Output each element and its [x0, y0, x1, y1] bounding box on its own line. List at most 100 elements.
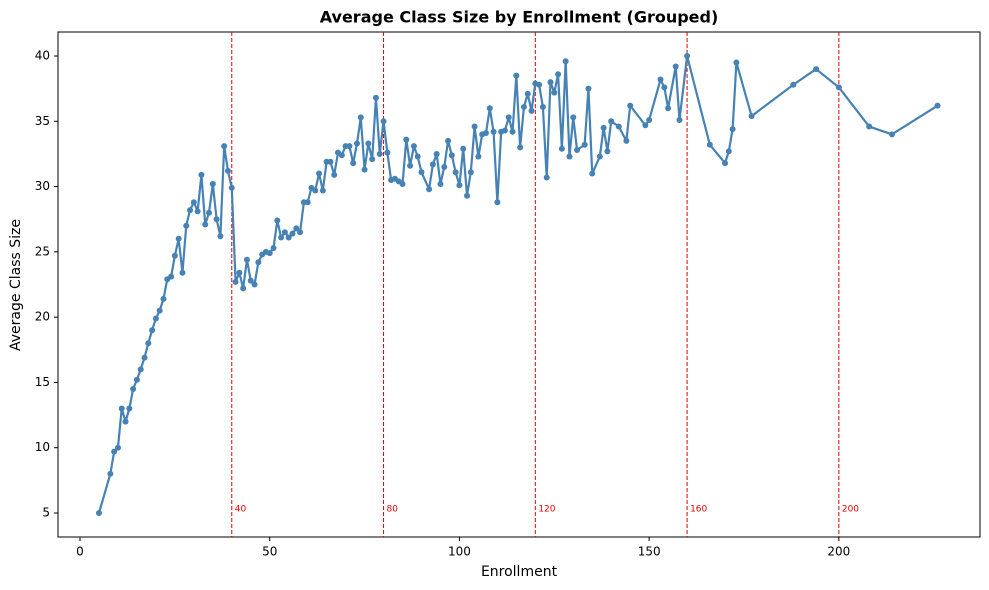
x-tick-label: 150	[638, 545, 661, 559]
data-point	[433, 150, 440, 157]
data-point	[179, 269, 186, 276]
data-point	[122, 418, 129, 425]
data-point	[160, 295, 167, 302]
data-point	[350, 160, 357, 167]
data-point	[585, 85, 592, 92]
data-point	[536, 81, 543, 88]
data-point	[471, 123, 478, 130]
data-point	[608, 118, 615, 125]
data-point	[574, 147, 581, 154]
data-point	[445, 137, 452, 144]
data-point	[228, 184, 235, 191]
data-point	[145, 340, 152, 347]
data-point	[270, 244, 277, 251]
data-point	[460, 145, 467, 152]
data-point	[835, 84, 842, 91]
data-line	[97, 54, 939, 514]
data-point	[813, 66, 820, 73]
data-point	[539, 103, 546, 110]
data-point	[403, 136, 410, 143]
x-tick-label: 0	[76, 545, 84, 559]
data-point	[437, 180, 444, 187]
data-point	[486, 105, 493, 112]
data-point	[327, 158, 334, 165]
data-point	[114, 444, 121, 451]
data-point	[168, 273, 175, 280]
data-point	[676, 116, 683, 123]
data-point	[202, 221, 209, 228]
data-point	[338, 152, 345, 159]
data-point	[888, 131, 895, 138]
data-point	[183, 222, 190, 229]
data-point	[274, 217, 281, 224]
data-point	[490, 128, 497, 135]
data-point	[111, 448, 118, 455]
data-point	[596, 153, 603, 160]
reference-label: 200	[842, 505, 859, 515]
data-point	[384, 149, 391, 156]
data-point	[255, 259, 262, 266]
data-point	[95, 509, 102, 516]
reference-label: 160	[690, 505, 707, 515]
x-tick-label: 200	[827, 545, 850, 559]
y-tick-label: 40	[35, 49, 50, 63]
data-point	[221, 143, 228, 150]
data-point	[657, 76, 664, 83]
data-point	[133, 376, 140, 383]
data-point	[107, 470, 114, 477]
data-point	[194, 208, 201, 215]
data-point	[297, 229, 304, 236]
data-point	[665, 105, 672, 112]
data-point	[467, 169, 474, 176]
data-point	[501, 127, 508, 134]
data-point	[646, 116, 653, 123]
data-point	[240, 285, 247, 292]
data-point	[175, 235, 182, 242]
data-point	[365, 140, 372, 147]
y-tick-label: 25	[35, 244, 50, 258]
data-point	[543, 174, 550, 181]
data-point	[266, 250, 273, 257]
data-point	[562, 58, 569, 65]
data-point	[316, 170, 323, 177]
data-point	[152, 315, 159, 322]
data-point	[224, 167, 231, 174]
data-point	[494, 199, 501, 206]
data-point	[410, 143, 417, 150]
y-axis-label: Average Class Size	[8, 219, 24, 351]
data-point	[407, 162, 414, 169]
data-point	[251, 281, 258, 288]
y-tick-label: 10	[35, 440, 50, 454]
data-point	[236, 269, 243, 276]
x-tick-label: 100	[448, 545, 471, 559]
data-point	[706, 141, 713, 148]
data-point	[520, 103, 527, 110]
data-point	[278, 234, 285, 241]
data-point	[866, 123, 873, 130]
data-point	[380, 118, 387, 125]
data-point	[551, 89, 558, 96]
data-point	[331, 171, 338, 178]
data-point	[312, 187, 319, 194]
data-point	[285, 234, 292, 241]
data-point	[627, 102, 634, 109]
data-point	[482, 130, 489, 137]
data-point	[517, 144, 524, 151]
data-point	[361, 166, 368, 173]
data-point	[293, 225, 300, 232]
chart-title: Average Class Size by Enrollment (Groupe…	[320, 8, 719, 27]
data-point	[357, 114, 364, 121]
data-point	[289, 230, 296, 237]
data-point	[566, 153, 573, 160]
data-point	[232, 278, 239, 285]
data-point	[642, 122, 649, 129]
data-point	[729, 126, 736, 133]
data-point	[418, 169, 425, 176]
data-point	[475, 153, 482, 160]
data-point	[570, 114, 577, 121]
data-point	[600, 124, 607, 131]
data-point	[581, 141, 588, 148]
data-point	[448, 152, 455, 159]
data-point	[247, 277, 254, 284]
